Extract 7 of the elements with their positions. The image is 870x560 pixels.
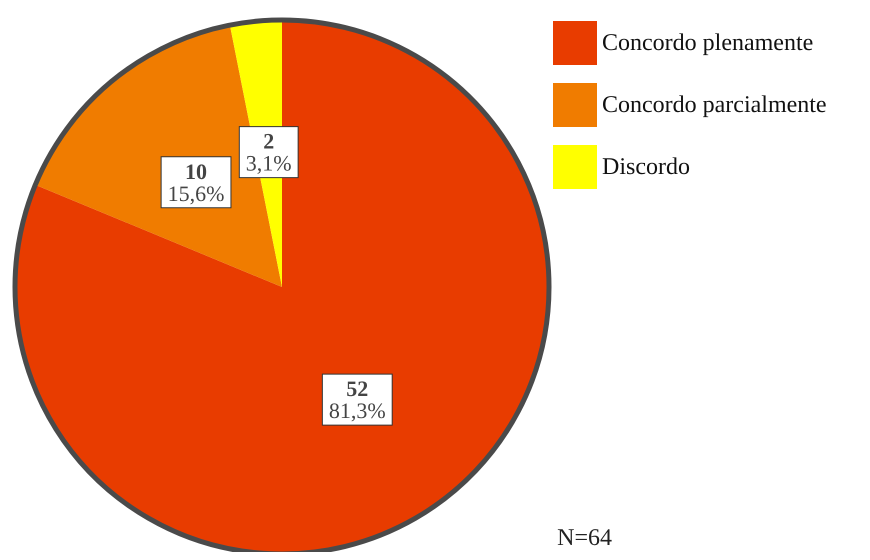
legend-label: Concordo plenamente [602,30,814,56]
data-label: 2 3,1% [246,128,292,176]
legend-label: Discordo [602,154,690,180]
data-label: 10 15,6% [168,158,224,206]
data-label: 52 81,3% [328,376,386,424]
text: N=64 [557,525,612,551]
legend-label: Concordo parcialmente [602,92,827,118]
